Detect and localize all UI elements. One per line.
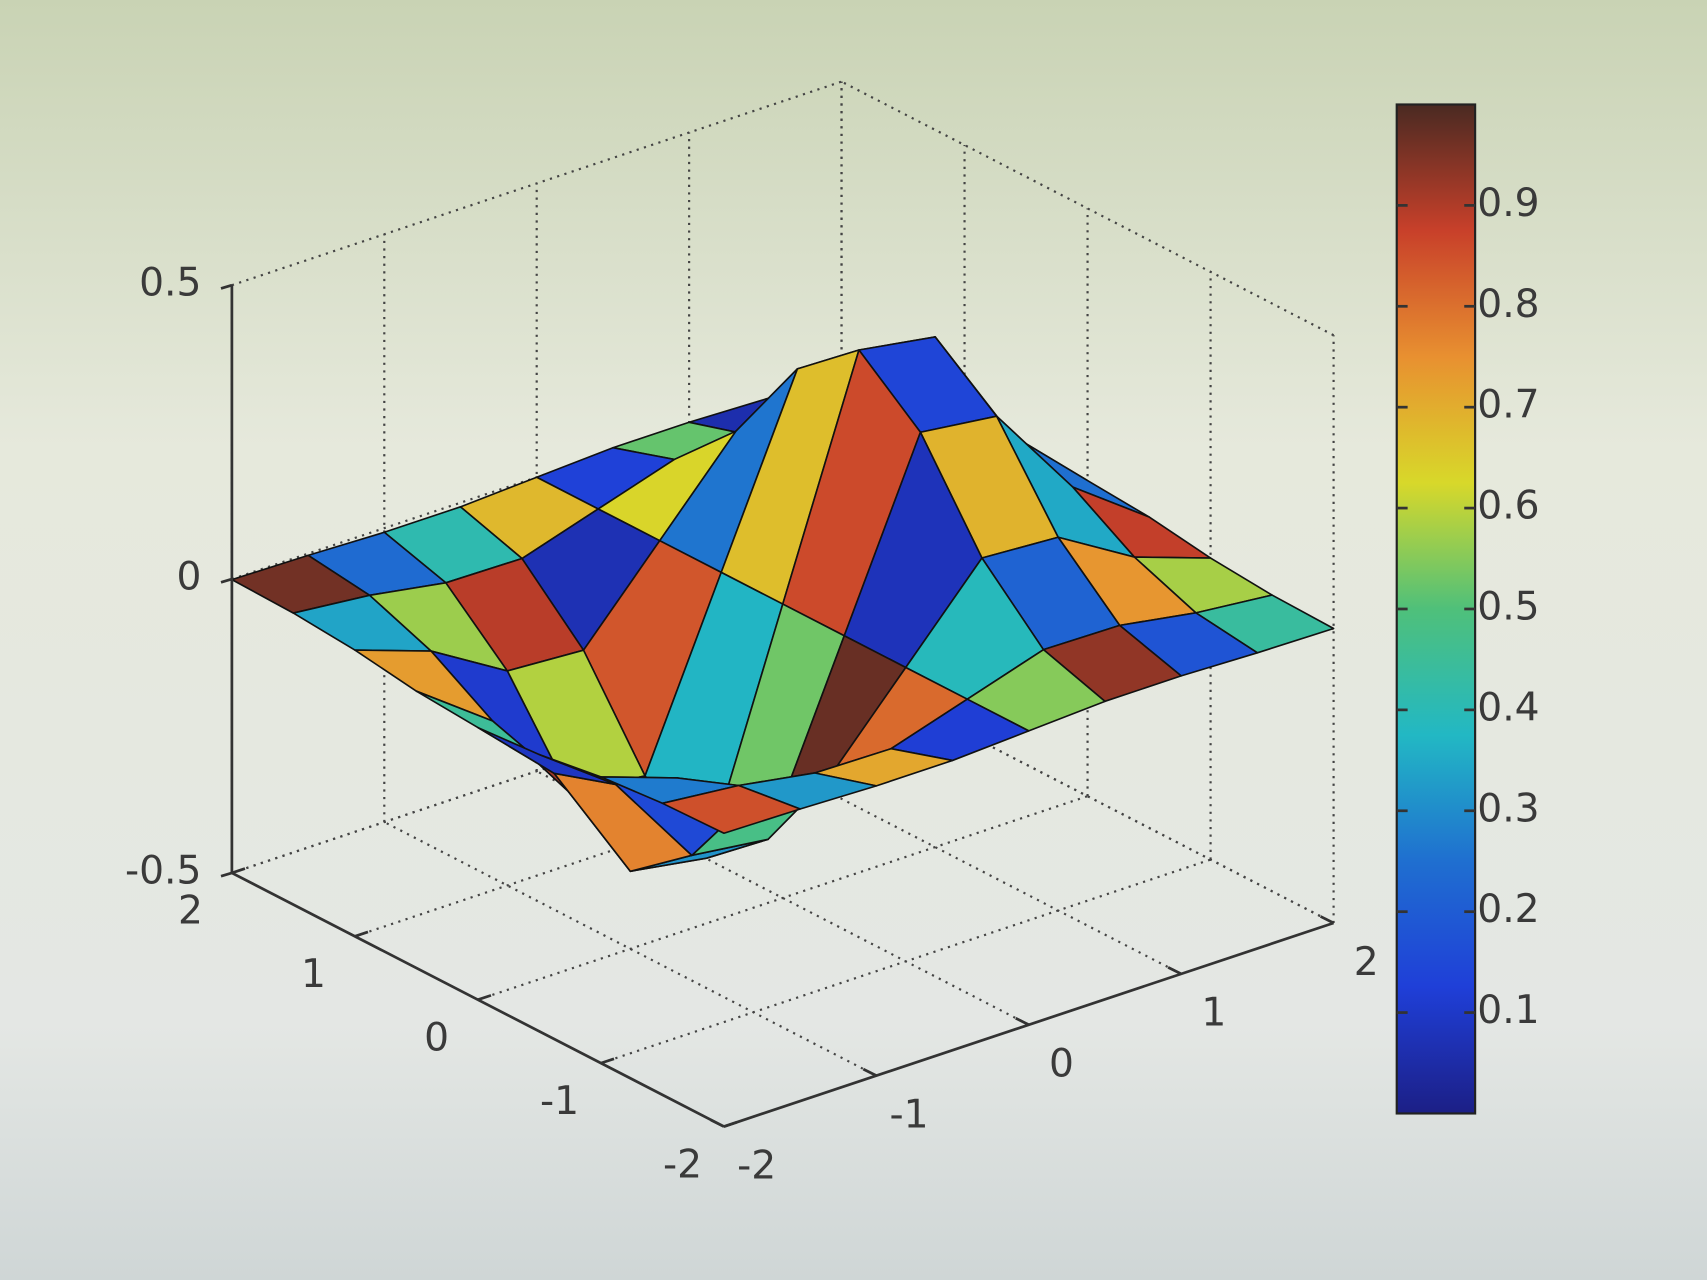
z-tick-label: 0.5 xyxy=(139,261,201,306)
tick-mark xyxy=(1015,1017,1030,1026)
colorbar-tick-label: 0.7 xyxy=(1477,383,1539,428)
tick-mark xyxy=(220,283,233,290)
tick-mark xyxy=(477,994,492,1002)
y-tick-label: -2 xyxy=(663,1142,702,1187)
z-tick-label: -0.5 xyxy=(125,848,201,893)
colorbar-tick-label: 0.2 xyxy=(1477,887,1539,932)
y-tick-label: 2 xyxy=(178,889,203,934)
colorbar-tick-label: 0.3 xyxy=(1477,786,1539,831)
colorbar-tick-label: 0.5 xyxy=(1477,584,1539,629)
colorbar-tick-label: 0.8 xyxy=(1477,282,1539,327)
tick-mark xyxy=(1319,915,1335,925)
colorbar-tick-label: 0.1 xyxy=(1477,988,1539,1033)
z-tick-label: 0 xyxy=(176,555,201,600)
tick-mark xyxy=(1167,966,1182,976)
grid-line xyxy=(536,770,1030,1026)
grid-line xyxy=(383,821,877,1077)
grid-line xyxy=(688,719,1182,975)
x-tick-label: 0 xyxy=(1049,1042,1074,1087)
tick-mark xyxy=(220,871,233,878)
tick-mark xyxy=(354,930,369,938)
colorbar xyxy=(1395,103,1477,1115)
grid-line xyxy=(841,668,1335,924)
tick-mark xyxy=(723,1120,738,1128)
x-tick-label: -1 xyxy=(889,1093,928,1138)
surface-cell xyxy=(661,784,801,835)
x-tick-label: 1 xyxy=(1201,991,1226,1036)
grid-line xyxy=(841,80,1335,337)
colorbar-tick-label: 0.6 xyxy=(1477,484,1539,529)
tick-mark xyxy=(862,1067,877,1077)
y-tick-label: -1 xyxy=(540,1079,579,1124)
grid-line xyxy=(231,80,842,287)
tick-mark xyxy=(220,577,233,584)
y-tick-label: 0 xyxy=(424,1016,449,1061)
x-tick-label: -2 xyxy=(737,1143,776,1188)
y-tick-label: 1 xyxy=(301,952,326,997)
tick-mark xyxy=(710,1118,725,1128)
grid-line xyxy=(477,795,1088,1001)
colorbar-tick-label: 0.9 xyxy=(1477,181,1539,226)
grid-line xyxy=(600,858,1211,1065)
x-tick-label: 2 xyxy=(1354,940,1379,985)
tick-mark xyxy=(231,867,246,875)
tick-mark xyxy=(600,1057,615,1065)
axis-line xyxy=(723,921,1335,1128)
colorbar-tick-label: 0.4 xyxy=(1477,685,1539,730)
